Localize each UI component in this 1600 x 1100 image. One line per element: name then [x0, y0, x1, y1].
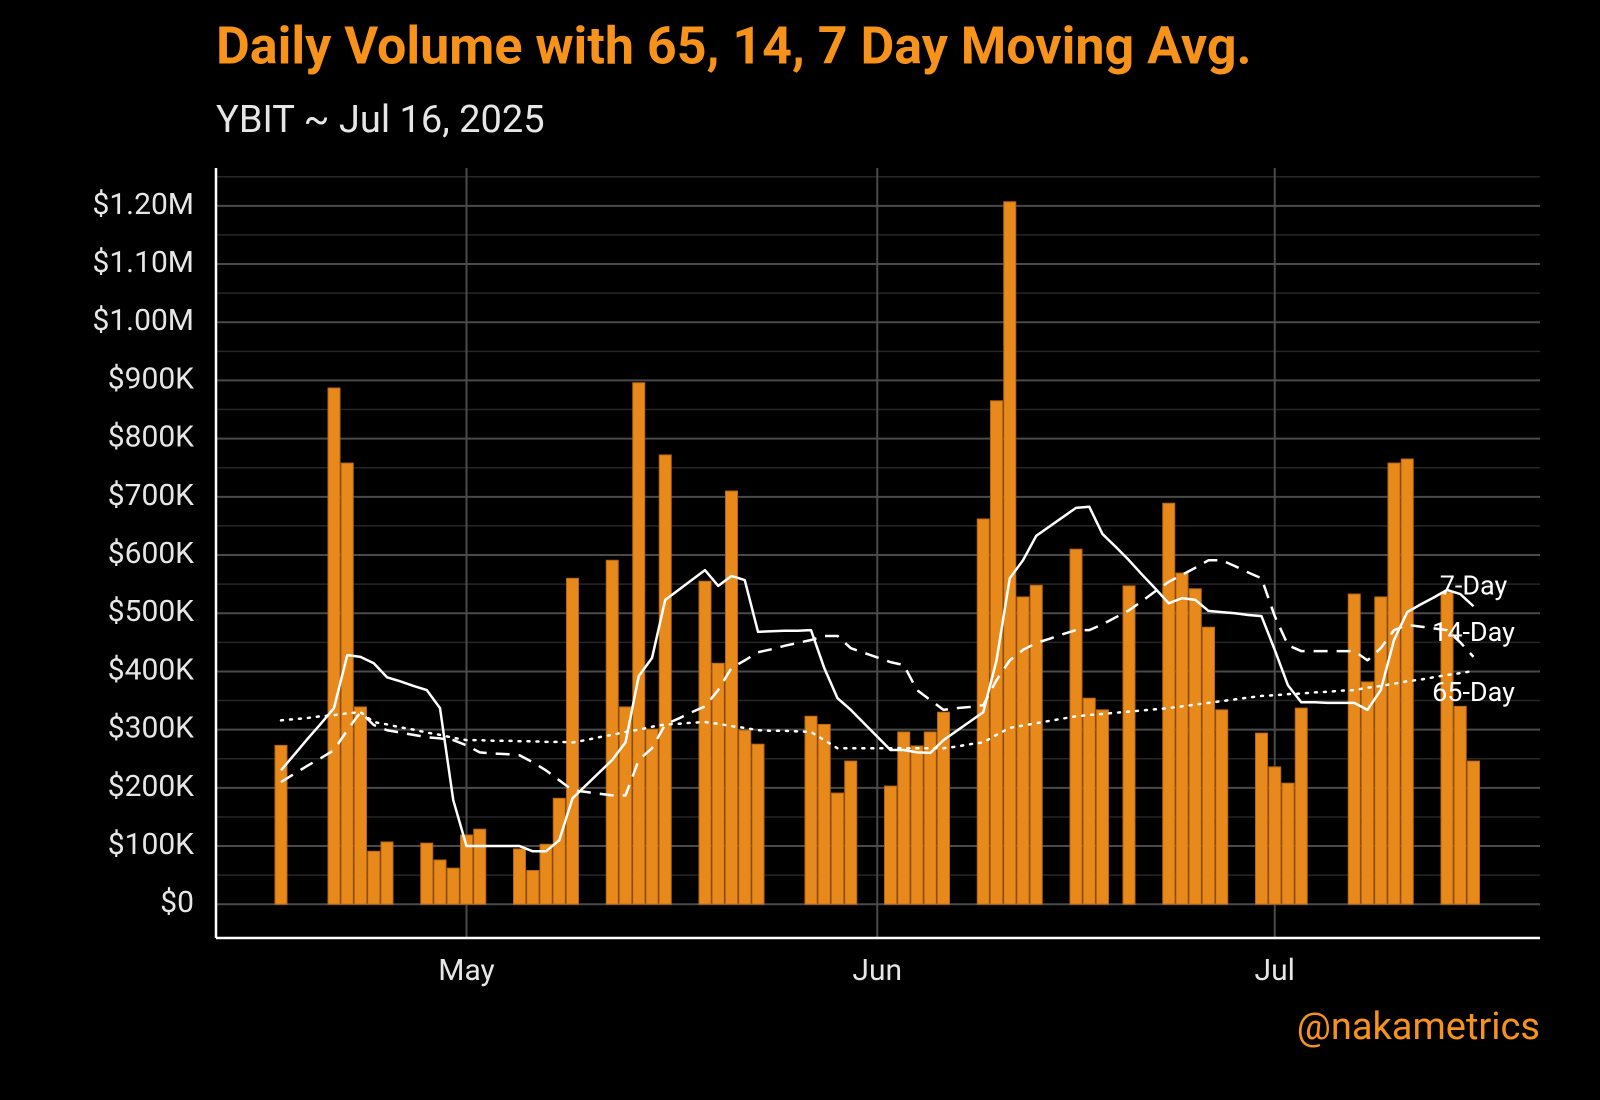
bar — [897, 731, 911, 905]
x-tick-label: Jun — [852, 953, 902, 988]
moving-average-line — [280, 559, 1475, 797]
bar — [698, 580, 712, 905]
y-tick-label: $1.10M — [92, 245, 194, 280]
bar — [1069, 548, 1083, 905]
y-tick-label: $300K — [108, 711, 194, 746]
bar — [1162, 502, 1176, 905]
bar — [990, 400, 1003, 905]
bar — [1281, 782, 1295, 905]
bar — [804, 715, 818, 905]
bar — [910, 745, 924, 905]
bar — [1215, 709, 1229, 905]
chart-title: Daily Volume with 65, 14, 7 Day Moving A… — [216, 16, 1252, 77]
moving-average-line — [280, 505, 1475, 853]
bar — [711, 662, 725, 905]
bar — [539, 843, 553, 905]
bar — [658, 454, 672, 905]
bar — [645, 728, 659, 905]
bar — [513, 848, 526, 905]
y-tick-label: $1.00M — [92, 303, 194, 338]
y-tick-label: $100K — [108, 827, 194, 862]
bar — [433, 859, 447, 905]
bar — [1003, 201, 1017, 905]
bar — [817, 723, 831, 905]
x-tick-label: Jul — [1255, 953, 1295, 988]
bar — [605, 559, 619, 905]
bar — [632, 382, 646, 905]
line-label: 7-Day — [1440, 569, 1508, 601]
bar — [884, 785, 897, 905]
bar — [1268, 766, 1282, 905]
bar — [1467, 760, 1480, 905]
bar — [923, 731, 937, 905]
bar — [380, 841, 394, 905]
bar — [327, 387, 341, 905]
y-tick-label: $600K — [108, 536, 194, 571]
bar — [367, 850, 381, 905]
bar — [526, 869, 540, 905]
y-tick-label: $400K — [108, 652, 194, 687]
bar — [1029, 584, 1043, 905]
chart-subtitle: YBIT ~ Jul 16, 2025 — [216, 98, 545, 142]
bar — [751, 743, 765, 905]
bar — [1347, 593, 1361, 905]
y-tick-label: $1.20M — [92, 187, 194, 222]
bar — [1294, 707, 1308, 905]
y-tick-label: $0 — [160, 885, 194, 920]
bar — [1202, 626, 1215, 905]
bar — [725, 490, 738, 905]
bar — [1361, 681, 1374, 905]
bar — [1453, 705, 1467, 905]
y-tick-label: $900K — [108, 361, 194, 396]
bar — [1440, 591, 1454, 905]
bar — [420, 842, 434, 905]
bar — [1082, 697, 1096, 905]
x-tick-label: May — [438, 953, 494, 988]
bar — [1175, 572, 1189, 905]
bar — [1374, 596, 1388, 905]
bar — [937, 711, 950, 905]
line-label: 14-Day — [1432, 616, 1515, 648]
bar — [340, 462, 354, 905]
bar — [473, 828, 487, 905]
bar — [1255, 732, 1268, 905]
bar — [831, 792, 844, 905]
bar — [1188, 588, 1202, 905]
bar — [446, 867, 460, 905]
line-label: 65-Day — [1432, 676, 1515, 708]
bar — [1096, 709, 1109, 905]
y-tick-label: $700K — [108, 478, 194, 513]
bar — [738, 729, 752, 905]
bar — [1122, 585, 1136, 905]
bar — [844, 760, 858, 905]
bar — [460, 834, 473, 905]
bar — [619, 706, 632, 905]
bar — [354, 706, 367, 905]
bar — [552, 797, 566, 905]
bar — [274, 744, 288, 905]
credit: @nakametrics — [1297, 1005, 1540, 1049]
y-tick-label: $800K — [108, 420, 194, 455]
bar — [1016, 596, 1030, 905]
y-tick-label: $500K — [108, 594, 194, 629]
y-tick-label: $200K — [108, 769, 194, 804]
